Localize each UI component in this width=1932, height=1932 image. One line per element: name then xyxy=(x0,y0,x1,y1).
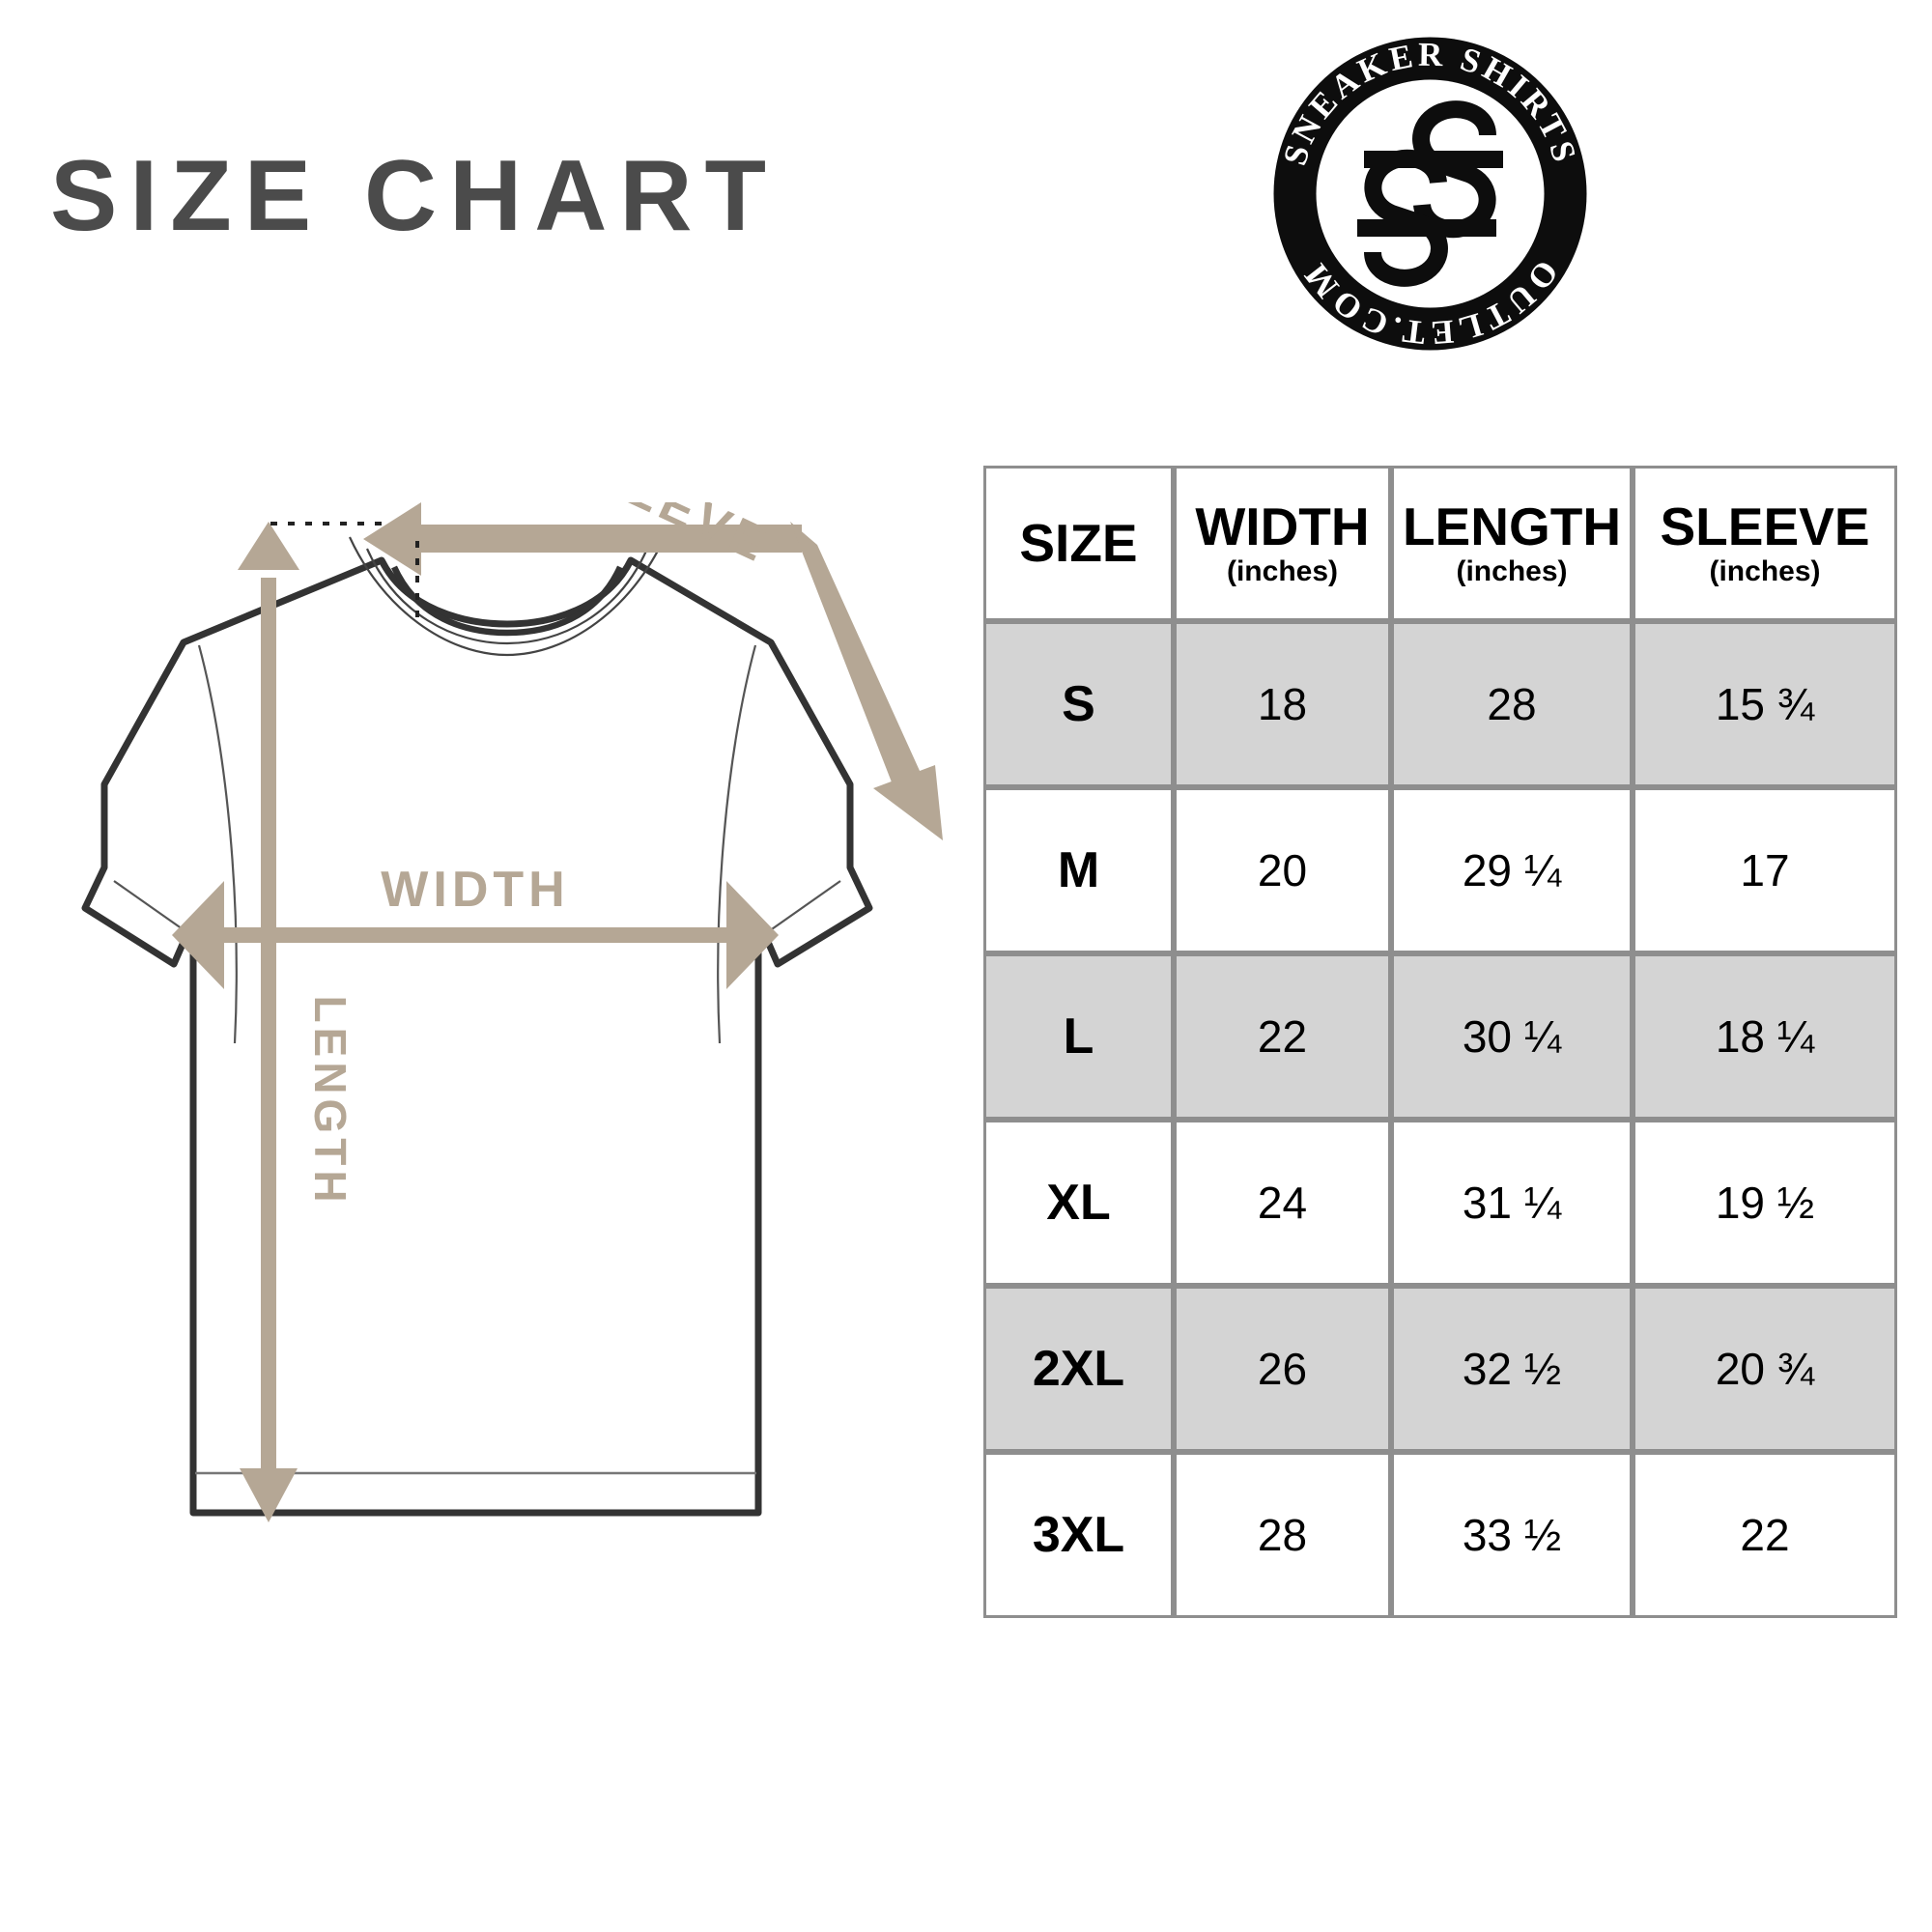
page-title: SIZE CHART xyxy=(50,140,779,252)
cell-length: 29 ¼ xyxy=(1391,787,1633,953)
cell-size: 3XL xyxy=(983,1452,1174,1618)
cell-sleeve: 17 xyxy=(1633,787,1897,953)
column-header-width-unit: (inches) xyxy=(1226,555,1339,588)
cell-sleeve: 22 xyxy=(1633,1452,1897,1618)
table-row: L 22 30 ¼ 18 ¼ xyxy=(983,953,1897,1120)
column-header-sleeve: SLEEVE (inches) xyxy=(1633,466,1897,621)
cell-sleeve: 20 ¾ xyxy=(1633,1286,1897,1452)
column-header-sleeve-main: SLEEVE xyxy=(1660,497,1870,557)
cell-length: 28 xyxy=(1391,621,1633,787)
cell-width: 26 xyxy=(1174,1286,1391,1452)
column-header-length-unit: (inches) xyxy=(1456,555,1568,588)
cell-width: 24 xyxy=(1174,1120,1391,1286)
column-header-size: SIZE xyxy=(983,466,1174,621)
cell-length: 33 ½ xyxy=(1391,1452,1633,1618)
cell-width: 18 xyxy=(1174,621,1391,787)
cell-length: 30 ¼ xyxy=(1391,953,1633,1120)
table-row: 2XL 26 32 ½ 20 ¾ xyxy=(983,1286,1897,1452)
column-header-length-main: LENGTH xyxy=(1402,497,1622,557)
table-row: M 20 29 ¼ 17 xyxy=(983,787,1897,953)
cell-sleeve: 19 ½ xyxy=(1633,1120,1897,1286)
cell-length: 32 ½ xyxy=(1391,1286,1633,1452)
cell-size: M xyxy=(983,787,1174,953)
cell-width: 20 xyxy=(1174,787,1391,953)
t-shirt-measurement-diagram: WIDTH LENGTH SLEEVE xyxy=(0,428,956,1584)
column-header-length: LENGTH (inches) xyxy=(1391,466,1633,621)
length-label: LENGTH xyxy=(305,995,355,1207)
column-header-size-main: SIZE xyxy=(1019,513,1138,574)
table-row: XL 24 31 ¼ 19 ½ xyxy=(983,1120,1897,1286)
table-row: S 18 28 15 ¾ xyxy=(983,621,1897,787)
size-chart-table: SIZE WIDTH (inches) LENGTH (inches) SLEE… xyxy=(983,466,1897,1618)
width-label: WIDTH xyxy=(381,862,569,918)
column-header-width: WIDTH (inches) xyxy=(1174,466,1391,621)
cell-width: 22 xyxy=(1174,953,1391,1120)
table-row: 3XL 28 33 ½ 22 xyxy=(983,1452,1897,1618)
cell-length: 31 ¼ xyxy=(1391,1120,1633,1286)
cell-size: L xyxy=(983,953,1174,1120)
cell-size: S xyxy=(983,621,1174,787)
cell-size: 2XL xyxy=(983,1286,1174,1452)
cell-width: 28 xyxy=(1174,1452,1391,1618)
sneaker-shirts-outlet-logo: SNEAKER SHIRTS OUTLET.COM xyxy=(1264,27,1597,360)
cell-size: XL xyxy=(983,1120,1174,1286)
cell-sleeve: 18 ¼ xyxy=(1633,953,1897,1120)
column-header-width-main: WIDTH xyxy=(1195,497,1370,557)
cell-sleeve: 15 ¾ xyxy=(1633,621,1897,787)
column-header-sleeve-unit: (inches) xyxy=(1709,555,1821,588)
table-header-row: SIZE WIDTH (inches) LENGTH (inches) SLEE… xyxy=(983,466,1897,621)
